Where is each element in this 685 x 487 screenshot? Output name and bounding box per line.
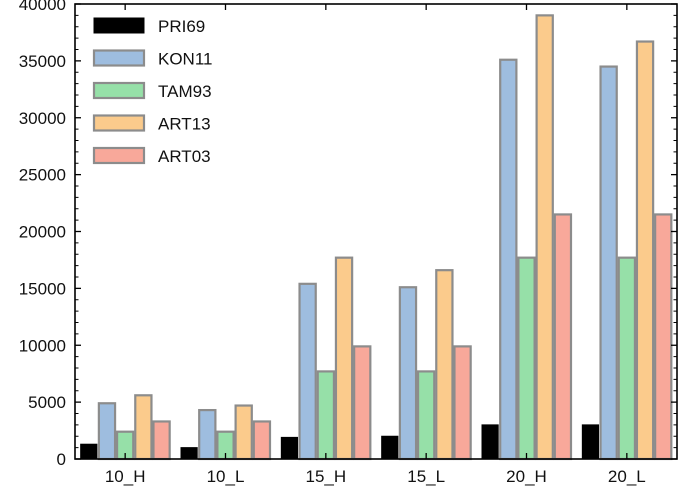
legend-swatch-kon11 xyxy=(92,49,146,67)
y-tick-label: 15000 xyxy=(19,279,66,298)
x-tick-label: 15_H xyxy=(306,467,347,486)
legend-swatch-art13 xyxy=(92,114,146,132)
bar-pri69-20_h xyxy=(481,424,499,460)
bar-pri69-15_l xyxy=(381,435,399,460)
legend-swatch-art03 xyxy=(92,146,146,165)
bar-art03-20_h xyxy=(553,213,573,461)
bar-kon11-10_h xyxy=(97,402,117,461)
bar-art03-20_l xyxy=(654,213,673,461)
bar-kon11-10_l xyxy=(198,408,217,461)
legend-label-kon11: KON11 xyxy=(158,50,213,69)
x-tick-label: 20_H xyxy=(506,467,547,486)
legend-label-art03: ART03 xyxy=(158,147,211,166)
legend-label-pri69: PRI69 xyxy=(158,17,205,36)
bar-art03-10_l xyxy=(252,420,272,461)
plot-frame xyxy=(74,3,678,460)
bar-art03-15_h xyxy=(353,345,372,461)
bar-tam93-20_h xyxy=(517,256,536,461)
bar-pri69-10_h xyxy=(80,443,98,460)
x-tick-label: 10_H xyxy=(105,467,146,486)
bar-pri69-20_l xyxy=(581,424,600,460)
legend-swatch-tam93 xyxy=(92,81,146,100)
bar-art03-10_h xyxy=(152,420,171,461)
bar-pri69-10_l xyxy=(180,447,198,460)
x-tick-label: 10_L xyxy=(207,467,245,486)
y-tick-label: 5000 xyxy=(28,393,66,412)
legend-label-tam93: TAM93 xyxy=(158,82,212,101)
legend-swatch-pri69 xyxy=(93,17,145,34)
legend: PRI69 KON11 TAM93 ART13 ART03 xyxy=(92,17,213,166)
bar-art03-15_l xyxy=(453,345,472,461)
bar-art13-10_h xyxy=(134,394,153,461)
bar-kon11-20_h xyxy=(499,58,518,461)
y-tick-label: 30000 xyxy=(19,109,66,128)
bars-layer xyxy=(80,14,673,461)
bar-art13-10_l xyxy=(234,404,253,461)
bar-kon11-15_h xyxy=(298,282,317,461)
x-tick-label: 15_L xyxy=(407,467,445,486)
x-tick-label: 20_L xyxy=(608,467,646,486)
bar-pri69-15_h xyxy=(280,436,299,460)
bar-art13-20_l xyxy=(635,40,655,461)
y-tick-label: 10000 xyxy=(19,336,66,355)
y-tick-label: 0 xyxy=(57,450,66,469)
bar-kon11-20_l xyxy=(599,65,618,461)
y-tick-label: 25000 xyxy=(19,166,66,185)
bar-tam93-15_h xyxy=(316,370,336,461)
bar-art13-15_l xyxy=(435,269,454,461)
bar-art13-15_h xyxy=(334,256,354,461)
bar-tam93-15_l xyxy=(416,370,436,461)
bar-art13-20_h xyxy=(535,14,554,461)
y-tick-label: 40000 xyxy=(19,0,66,14)
legend-label-art13: ART13 xyxy=(158,115,211,134)
y-tick-label: 35000 xyxy=(19,52,66,71)
y-tick-label: 20000 xyxy=(19,223,66,242)
bar-tam93-20_l xyxy=(617,256,637,461)
axes-layer: 0 5000 10000 15000 20000 25000 30000 35000 40000… xyxy=(19,0,678,486)
bar-kon11-15_l xyxy=(398,286,418,461)
